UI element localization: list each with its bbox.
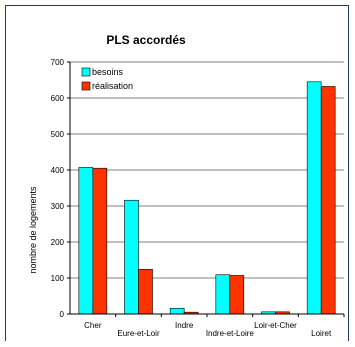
category-label: Loiret [311,329,332,338]
bar-besoins-Cher [78,167,94,315]
bar-besoins-Indre [169,307,185,315]
y-axis-label: nombre de logements [28,186,38,274]
bar-réalisation-Indre-et-Loire [229,275,245,315]
axes [69,62,345,317]
chart-frame: PLS accordés nombre de logements 0 100 200… [5,5,349,341]
legend-swatch-réalisation [81,81,91,91]
bar-besoins-Eure-et-Loir [124,199,139,315]
category-label: Loir-et-Cher [254,321,297,330]
legend-label-réalisation: réalisation [92,81,133,91]
y-tick-label: 0 [60,310,65,319]
bars [78,81,336,315]
legend: besoins réalisation [81,67,133,91]
legend-label-besoins: besoins [92,67,124,77]
chart-title: PLS accordés [106,33,186,47]
bar-réalisation-Loiret [320,86,336,315]
y-tick-label: 500 [51,130,65,139]
category-labels: Cher Eure-et-Loir Indre Indre-et-LoireLoir-… [84,321,332,338]
bar-besoins-Loiret [306,81,322,315]
category-label: Indre-et-Loire [206,329,255,338]
y-tick-label: 600 [51,94,65,103]
category-label: Cher [84,321,102,330]
y-tick-labels: 0 100 200 300 400 500 600 700 [51,58,65,319]
pls-bar-chart: PLS accordés nombre de logements 0 100 200… [28,33,345,338]
y-tick-label: 200 [51,238,65,247]
bar-réalisation-Cher [92,167,108,315]
bar-besoins-Indre-et-Loire [215,274,231,315]
gridlines [67,61,344,315]
category-label: Indre [175,321,194,330]
legend-swatch-besoins [81,67,91,77]
bar-réalisation-Eure-et-Loir [138,269,153,315]
y-tick-label: 100 [51,274,65,283]
y-tick-label: 700 [51,58,65,67]
y-tick-label: 300 [51,202,65,211]
category-label: Eure-et-Loir [117,329,160,338]
y-tick-label: 400 [51,166,65,175]
